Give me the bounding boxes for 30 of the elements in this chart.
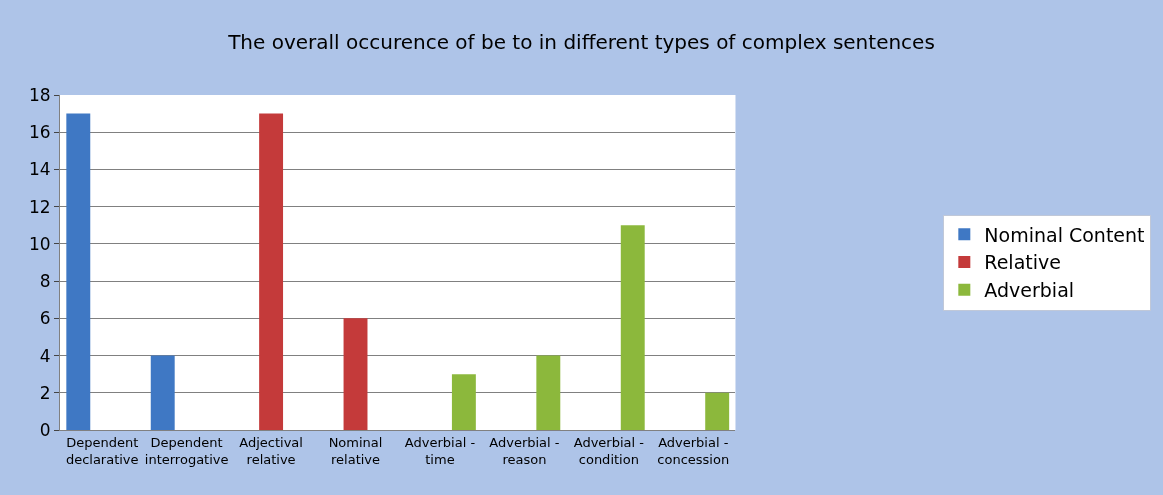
- y-tick-label: 6: [39, 308, 51, 329]
- x-tick-label: Dependent interrogative: [144, 434, 229, 467]
- bar: [343, 318, 368, 430]
- x-tick-label: Adverbial - condition: [573, 434, 645, 467]
- x-tick-label: Adverbial - concession: [657, 434, 730, 467]
- chart-title: The overall occurence of be to in different types of complex sentences: [227, 29, 935, 54]
- y-tick-label: 16: [28, 122, 51, 143]
- y-tick-label: 8: [39, 271, 51, 292]
- bar: [536, 355, 561, 430]
- x-tick-label: Adverbial - reason: [489, 434, 560, 467]
- bar: [451, 374, 476, 430]
- legend-label: Relative: [984, 251, 1061, 274]
- y-tick-label: 0: [39, 419, 51, 440]
- y-tick-label: 2: [39, 382, 51, 403]
- x-tick-label: Nominal relative: [328, 434, 383, 467]
- y-tick-label: 14: [28, 159, 51, 180]
- y-tick-label: 4: [39, 345, 51, 366]
- legend-label: Nominal Content: [984, 223, 1145, 246]
- x-tick-label: Adverbial - time: [404, 434, 476, 467]
- x-tick-label: Dependent declarative: [65, 434, 139, 467]
- bar: [150, 355, 175, 430]
- y-tick-label: 12: [28, 196, 51, 217]
- bar: [705, 392, 730, 430]
- bar: [66, 113, 91, 430]
- bar: [259, 113, 284, 430]
- legend-label: Adverbial: [984, 279, 1075, 302]
- bar: [620, 225, 645, 430]
- y-tick-label: 18: [28, 84, 51, 105]
- y-tick-label: 10: [28, 233, 51, 254]
- x-tick-label: Adjectival relative: [239, 434, 303, 467]
